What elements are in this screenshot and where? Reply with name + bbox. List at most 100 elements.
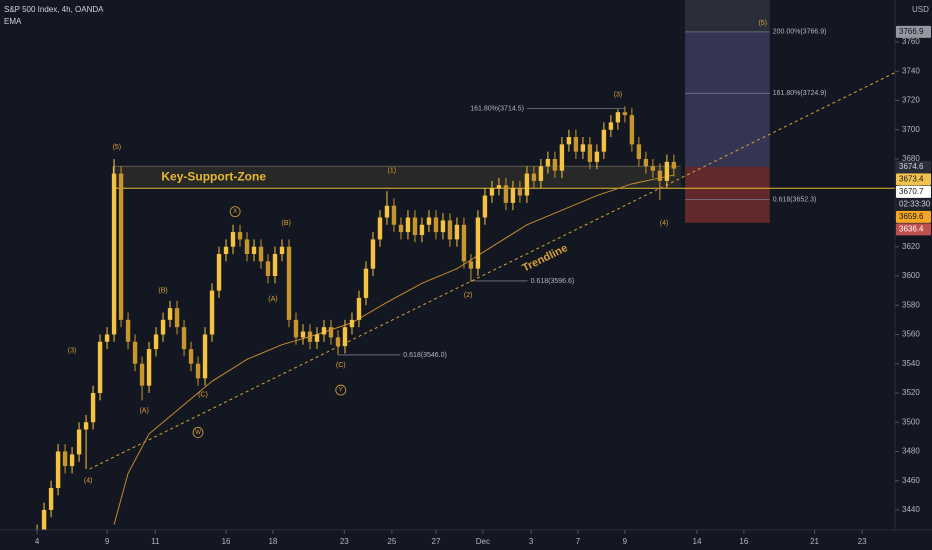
- chart-title: S&P 500 Index, 4h, OANDA: [4, 5, 104, 14]
- x-tick-label: 11: [151, 537, 160, 546]
- candle-body: [41, 509, 47, 530]
- candle-body: [650, 166, 656, 171]
- candle-body: [286, 246, 292, 320]
- candle-body: [237, 232, 243, 240]
- candle-body: [370, 239, 376, 269]
- candle-body: [594, 151, 600, 162]
- wave-label: (2): [464, 292, 473, 299]
- wave-label: (C): [336, 362, 346, 369]
- candle-body: [90, 392, 96, 423]
- y-tick-label: 3680: [902, 154, 920, 163]
- candle-body: [461, 224, 467, 262]
- price-tag: [896, 173, 931, 186]
- candle-body: [552, 158, 558, 171]
- position-profit: [685, 31, 770, 167]
- wave-label: (3): [68, 347, 77, 354]
- candle-body: [167, 308, 173, 320]
- candle-body: [440, 220, 446, 233]
- candle-body: [328, 327, 334, 338]
- x-tick-label: 4: [35, 537, 40, 546]
- position-top-column: [685, 0, 770, 32]
- candle-body: [657, 170, 663, 181]
- support-zone-label: Key-Support-Zone: [161, 169, 266, 183]
- wave-label: (4): [660, 220, 669, 227]
- candle-body: [202, 334, 208, 379]
- price-tag: [896, 25, 931, 38]
- currency-label: USD: [912, 5, 929, 14]
- candle-body: [265, 261, 271, 276]
- candle-body: [118, 173, 124, 320]
- candle-body: [62, 451, 68, 467]
- candle-body: [188, 349, 194, 364]
- x-tick-label: Dec: [476, 537, 490, 546]
- candle-body: [636, 144, 642, 159]
- candle-body: [391, 205, 397, 225]
- y-tick-label: 3460: [902, 476, 920, 485]
- candle-body: [377, 217, 383, 240]
- candle-body: [342, 327, 348, 347]
- fib-label: 161.80%(3724.9): [773, 90, 827, 97]
- candle-body: [251, 246, 257, 255]
- price-tag-label: 3674.6: [899, 162, 924, 171]
- candle-body: [531, 173, 537, 181]
- candle-body: [559, 144, 565, 171]
- candle-body: [643, 158, 649, 167]
- candle-body: [671, 161, 677, 169]
- candle-body: [195, 363, 201, 379]
- price-tag: [896, 223, 931, 236]
- trendline: [89, 72, 895, 470]
- candle-body: [664, 161, 670, 181]
- wave-label: (3): [614, 91, 623, 98]
- wave-label: (B): [282, 220, 291, 227]
- fib-label: 0.618(3652.3): [773, 196, 817, 203]
- y-tick-label: 3720: [902, 96, 920, 105]
- candle-body: [447, 220, 453, 240]
- x-tick-label: 7: [576, 537, 581, 546]
- wave-label: (4): [84, 478, 93, 485]
- x-tick-label: 9: [623, 537, 628, 546]
- candle-body: [573, 137, 579, 152]
- candle-body: [76, 429, 82, 455]
- y-tick-label: 3540: [902, 359, 920, 368]
- wave-label: X: [233, 209, 237, 215]
- candle-body: [139, 363, 145, 386]
- candle-body: [622, 112, 628, 116]
- candle-body: [321, 327, 327, 335]
- candle-body: [482, 195, 488, 218]
- candle-body: [468, 261, 474, 269]
- y-tick-label: 3520: [902, 388, 920, 397]
- candle-body: [48, 488, 54, 510]
- candle-body: [566, 137, 572, 145]
- position-loss: [685, 166, 770, 223]
- candle-body: [517, 188, 523, 196]
- candle-body: [545, 158, 551, 167]
- y-tick-label: 3760: [902, 37, 920, 46]
- candle-body: [433, 217, 439, 233]
- fib-label: 200.00%(3766.9): [773, 29, 827, 36]
- x-tick-label: 9: [105, 537, 110, 546]
- x-tick-label: 14: [693, 537, 702, 546]
- candle-body: [104, 334, 110, 342]
- candle-body: [356, 297, 362, 320]
- candle-body: [279, 246, 285, 255]
- y-tick-label: 3740: [902, 66, 920, 75]
- wave-label: W: [195, 430, 201, 436]
- y-tick-label: 3700: [902, 125, 920, 134]
- y-tick-label: 3560: [902, 330, 920, 339]
- x-tick-label: 21: [810, 537, 819, 546]
- candle-body: [293, 319, 299, 338]
- candle-body: [412, 217, 418, 236]
- candle-body: [489, 188, 495, 196]
- candle-body: [83, 422, 89, 430]
- y-tick-label: 3440: [902, 505, 920, 514]
- x-tick-label: 25: [387, 537, 396, 546]
- candle-body: [587, 144, 593, 162]
- candle-body: [398, 224, 404, 233]
- y-tick-label: 3500: [902, 417, 920, 426]
- candle-body: [524, 173, 530, 196]
- candle-body: [209, 290, 215, 335]
- y-tick-label: 3600: [902, 271, 920, 280]
- fib-label: 0.618(3546.0): [403, 352, 447, 359]
- plot-area: Key-Support-Zone 161.80%(3714.5) 0.618(359…: [36, 0, 895, 530]
